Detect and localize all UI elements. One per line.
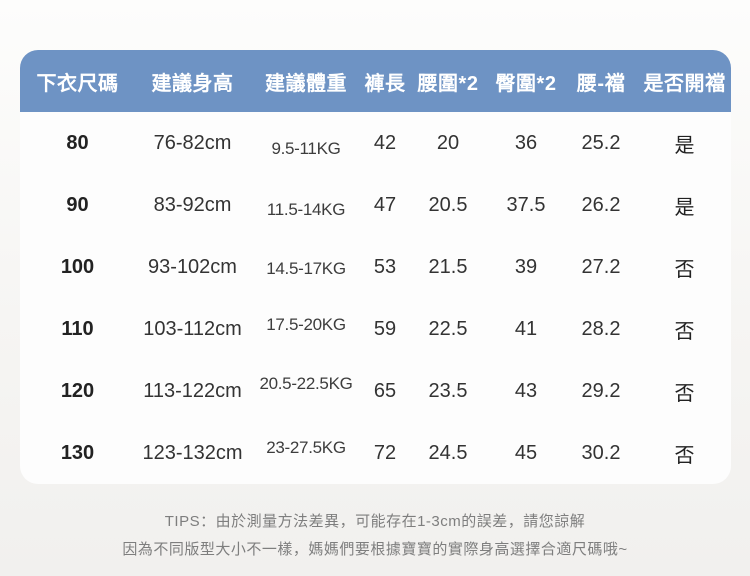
size-cell: 90: [66, 193, 89, 216]
header-cell-hip: 臀圍*2: [495, 72, 557, 95]
table-row: 100 93-102cm 14.5-17KG 53 21.5 39 27.2 否: [20, 236, 731, 298]
height-cell: 113-122cm: [143, 379, 242, 402]
height-cell: 123-132cm: [142, 441, 243, 464]
header-cell-size: 下衣尺碼: [36, 72, 119, 95]
table-row: 120 113-122cm 20.5-22.5KG 65 23.5 43 29.…: [20, 360, 731, 422]
pants-length-cell: 65: [373, 379, 397, 402]
table-row: 130 123-132cm 23-27.5KG 72 24.5 45 30.2 …: [20, 422, 731, 484]
height-cell: 103-112cm: [143, 317, 242, 340]
waist-crotch-cell: 27.2: [581, 255, 621, 278]
waist-cell: 20: [436, 131, 460, 154]
hip-cell: 43: [514, 379, 538, 402]
waist-crotch-cell: 29.2: [581, 379, 621, 402]
waist-cell: 22.5: [428, 317, 468, 340]
size-cell: 110: [61, 317, 94, 340]
tips-note: TIPS：由於測量方法差異，可能存在1-3cm的誤差，請您諒解 因為不同版型大小…: [0, 508, 750, 564]
header-cell-waist: 腰圍*2: [417, 72, 479, 95]
height-cell: 93-102cm: [148, 255, 237, 278]
waist-cell: 23.5: [428, 379, 468, 402]
size-cell: 120: [60, 379, 95, 402]
waist-crotch-cell: 28.2: [581, 317, 621, 340]
table-row: 110 103-112cm 17.5-20KG 59 22.5 41 28.2 …: [20, 298, 731, 360]
header-cell-height: 建議身高: [151, 72, 234, 95]
table-header-row: 下衣尺碼 建議身高 建議體重 褲長 腰圍*2 臀圍*2 腰-襠 是否開襠: [20, 50, 731, 112]
height-cell: 83-92cm: [153, 193, 232, 216]
weight-cell: 14.5-17KG: [266, 259, 346, 278]
tips-line-2: 因為不同版型大小不一樣，媽媽們要根據寶寶的實際身高選擇合適尺碼哦~: [122, 541, 628, 558]
header-cell-waist-crotch: 腰-襠: [576, 72, 626, 95]
size-cell: 100: [60, 255, 95, 278]
table-row: 80 76-82cm 9.5-11KG 42 20 36 25.2 是: [20, 112, 731, 174]
tips-line-1: TIPS：由於測量方法差異，可能存在1-3cm的誤差，請您諒解: [164, 513, 586, 530]
waist-cell: 24.5: [428, 441, 468, 464]
height-cell: 76-82cm: [153, 131, 232, 154]
weight-cell: 9.5-11KG: [271, 139, 341, 158]
size-chart-table: 下衣尺碼 建議身高 建議體重 褲長 腰圍*2 臀圍*2 腰-襠 是否開襠 80 …: [20, 50, 731, 484]
header-cell-weight: 建議體重: [265, 72, 347, 95]
open-crotch-cell: 否: [674, 382, 695, 405]
waist-crotch-cell: 26.2: [581, 193, 621, 216]
hip-cell: 37.5: [506, 193, 546, 216]
weight-cell: 17.5-20KG: [266, 315, 346, 334]
hip-cell: 45: [514, 441, 538, 464]
waist-crotch-cell: 25.2: [581, 131, 621, 154]
weight-cell: 23-27.5KG: [266, 438, 346, 457]
pants-length-cell: 42: [373, 131, 397, 154]
hip-cell: 36: [514, 131, 538, 154]
open-crotch-cell: 是: [674, 196, 695, 219]
header-cell-open-crotch: 是否開襠: [643, 72, 726, 95]
open-crotch-cell: 否: [674, 258, 695, 281]
pants-length-cell: 53: [373, 255, 397, 278]
open-crotch-cell: 是: [674, 134, 695, 157]
pants-length-cell: 59: [373, 317, 397, 340]
hip-cell: 41: [514, 317, 538, 340]
table-row: 90 83-92cm 11.5-14KG 47 20.5 37.5 26.2 是: [20, 174, 731, 236]
open-crotch-cell: 否: [674, 320, 695, 343]
waist-crotch-cell: 30.2: [581, 441, 621, 464]
size-cell: 80: [66, 131, 89, 154]
waist-cell: 20.5: [428, 193, 468, 216]
size-cell: 130: [60, 441, 95, 464]
pants-length-cell: 72: [373, 441, 397, 464]
weight-cell: 20.5-22.5KG: [259, 374, 353, 393]
pants-length-cell: 47: [373, 193, 397, 216]
weight-cell: 11.5-14KG: [266, 200, 346, 219]
open-crotch-cell: 否: [674, 444, 695, 467]
waist-cell: 21.5: [428, 255, 468, 278]
header-cell-pants-length: 褲長: [364, 72, 406, 95]
hip-cell: 39: [514, 255, 538, 278]
